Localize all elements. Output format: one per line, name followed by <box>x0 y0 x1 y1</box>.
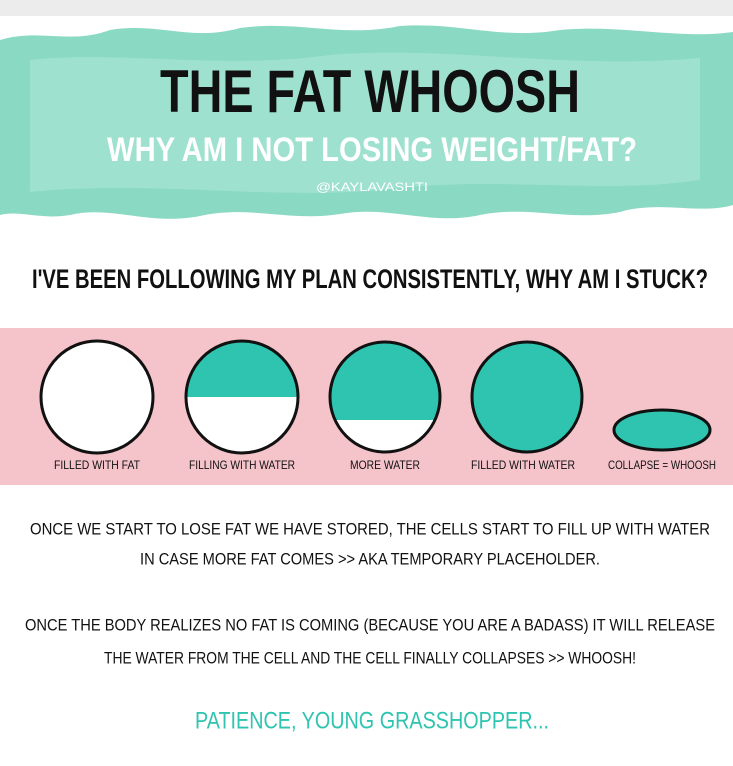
paragraph-line: IN CASE MORE FAT COMES >> AKA TEMPORARY … <box>140 549 600 568</box>
top-strip <box>0 0 733 16</box>
question: I'VE BEEN FOLLOWING MY PLAN CONSISTENTLY… <box>32 264 708 294</box>
cell-outline <box>328 340 442 454</box>
cell-fat-part <box>335 420 435 452</box>
cell-collapsed <box>612 408 712 452</box>
cell-label: FILLING WITH WATER <box>189 458 295 472</box>
footer: PATIENCE, YOUNG GRASSHOPPER... <box>195 707 549 734</box>
handle: @KAYLAVASHTI <box>316 180 428 194</box>
paragraph-line: ONCE THE BODY REALIZES NO FAT IS COMING … <box>25 615 715 634</box>
cell-water <box>186 341 298 397</box>
paragraph-line: ONCE WE START TO LOSE FAT WE HAVE STORED… <box>30 519 710 538</box>
subtitle: WHY AM I NOT LOSING WEIGHT/FAT? <box>107 131 637 169</box>
cell-full <box>470 340 584 454</box>
cell-fat <box>39 339 155 455</box>
cell-label: COLLAPSE = WHOOSH <box>608 458 716 472</box>
title: THE FAT WHOOSH <box>160 58 580 125</box>
cell-label: MORE WATER <box>350 458 420 472</box>
cell-outline <box>184 339 300 455</box>
watercolor-highlight <box>30 52 700 193</box>
cell-label: FILLED WITH FAT <box>54 458 141 472</box>
paragraph-line: THE WATER FROM THE CELL AND THE CELL FIN… <box>104 648 636 667</box>
cell-label: FILLED WITH WATER <box>471 458 575 472</box>
